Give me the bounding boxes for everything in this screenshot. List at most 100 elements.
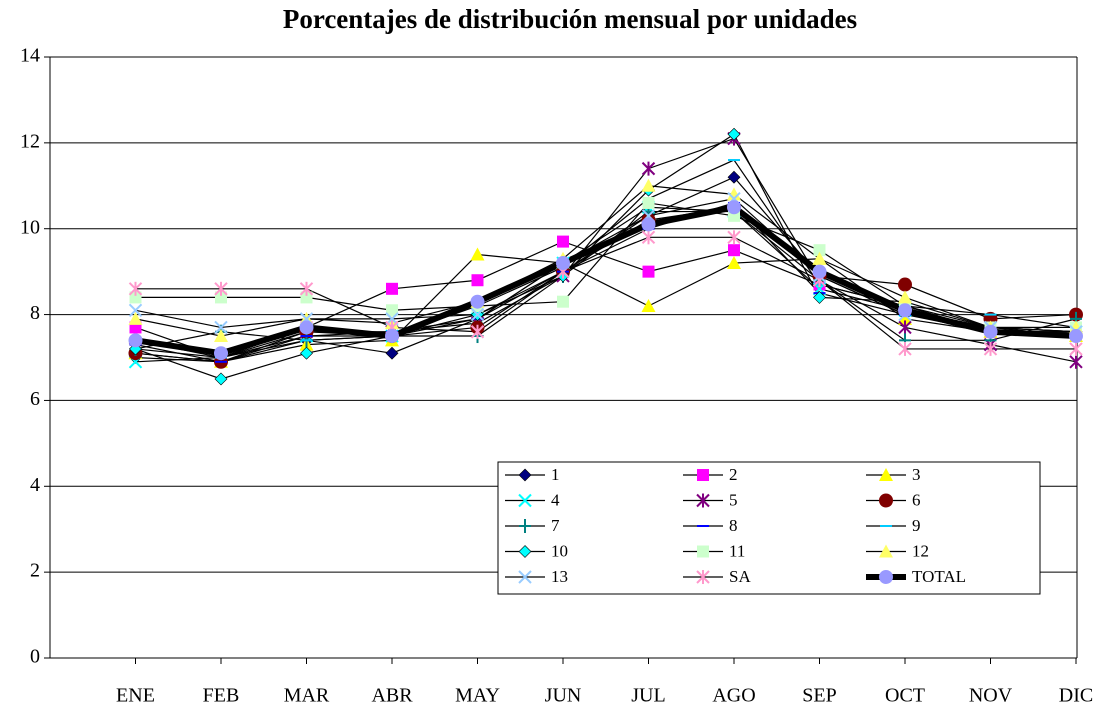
- marker-shape: [727, 127, 741, 141]
- marker-shape: [518, 570, 532, 584]
- marker: [128, 303, 143, 317]
- marker-shape: [385, 329, 399, 344]
- marker: [641, 161, 656, 176]
- marker-shape: [128, 333, 143, 348]
- marker-shape: [898, 277, 912, 292]
- marker-shape: [128, 311, 143, 325]
- marker-shape: [470, 294, 485, 309]
- marker: [727, 256, 741, 270]
- marker: [1069, 354, 1083, 369]
- marker: [642, 265, 655, 278]
- x-tick-label: OCT: [885, 685, 925, 707]
- marker: [300, 346, 313, 360]
- marker-shape: [385, 346, 399, 360]
- legend-label: 3: [912, 465, 921, 484]
- series-line: [135, 253, 1077, 363]
- legend-label: 12: [912, 541, 929, 560]
- marker: [214, 320, 228, 335]
- marker-shape: [518, 468, 532, 482]
- marker: [214, 372, 228, 386]
- legend-label: 2: [729, 465, 738, 484]
- marker: [727, 200, 741, 215]
- marker-shape: [557, 235, 569, 248]
- marker-shape: [727, 187, 741, 201]
- marker-shape: [641, 298, 656, 312]
- y-tick-label: 6: [30, 388, 40, 410]
- y-tick-label: 8: [30, 302, 40, 324]
- marker: [898, 303, 912, 318]
- legend-label: 9: [912, 516, 921, 535]
- marker-shape: [983, 324, 998, 339]
- marker: [471, 274, 484, 287]
- marker: [641, 217, 656, 232]
- marker: [519, 519, 531, 533]
- legend-label: 10: [551, 541, 568, 560]
- series-line: [135, 185, 1076, 337]
- marker-shape: [642, 265, 655, 278]
- marker-shape: [214, 329, 228, 343]
- marker: [518, 468, 532, 482]
- marker-shape: [697, 545, 709, 558]
- marker: [727, 170, 741, 184]
- marker: [642, 196, 655, 209]
- marker-shape: [727, 170, 741, 184]
- marker-shape: [128, 303, 143, 317]
- marker: [879, 493, 893, 508]
- legend-label: 11: [729, 541, 745, 560]
- marker-shape: [214, 372, 228, 386]
- marker: [898, 341, 912, 356]
- x-tick-label: JUL: [631, 685, 665, 707]
- marker-shape: [813, 244, 826, 257]
- x-tick-label: DIC: [1059, 685, 1093, 707]
- marker-shape: [299, 320, 314, 335]
- marker-shape: [214, 320, 228, 335]
- y-tick-label: 12: [20, 130, 40, 152]
- marker-shape: [879, 544, 893, 558]
- marker-shape: [697, 469, 709, 481]
- marker: [300, 291, 313, 304]
- marker: [727, 230, 741, 245]
- y-tick-label: 10: [20, 216, 40, 238]
- marker: [129, 291, 142, 304]
- marker: [898, 320, 912, 335]
- marker: [557, 235, 569, 248]
- marker-shape: [641, 217, 656, 232]
- x-tick-label: FEB: [203, 685, 240, 707]
- y-tick-label: 14: [20, 45, 40, 67]
- marker-shape: [215, 291, 227, 304]
- marker: [518, 493, 532, 508]
- marker-shape: [470, 247, 485, 261]
- marker: [470, 324, 485, 339]
- plot-layer: [128, 127, 1083, 386]
- marker-shape: [129, 291, 142, 304]
- marker-shape: [879, 570, 893, 584]
- marker: [983, 341, 998, 356]
- marker: [299, 320, 314, 335]
- marker: [1069, 329, 1083, 344]
- x-tick-label: AGO: [712, 685, 755, 707]
- series-line: [135, 198, 1077, 333]
- marker: [696, 493, 710, 508]
- x-tick-label: NOV: [969, 685, 1013, 707]
- series-line: [135, 204, 1077, 357]
- marker-shape: [518, 493, 532, 508]
- marker-shape: [812, 264, 827, 279]
- marker: [697, 545, 709, 558]
- series-line: [135, 236, 1076, 350]
- marker-shape: [813, 290, 826, 304]
- marker: [215, 291, 227, 304]
- y-tick-label: 4: [30, 474, 40, 496]
- marker-shape: [557, 295, 569, 308]
- legend-label: 5: [729, 490, 738, 509]
- marker: [470, 294, 485, 309]
- marker-shape: [556, 256, 570, 271]
- marker: [214, 281, 228, 296]
- marker: [641, 230, 656, 245]
- marker: [518, 545, 532, 558]
- x-tick-label: JUN: [545, 685, 582, 707]
- x-tick-label: ABR: [371, 685, 413, 707]
- marker-shape: [642, 196, 655, 209]
- marker-shape: [728, 244, 740, 257]
- marker-shape: [470, 307, 485, 322]
